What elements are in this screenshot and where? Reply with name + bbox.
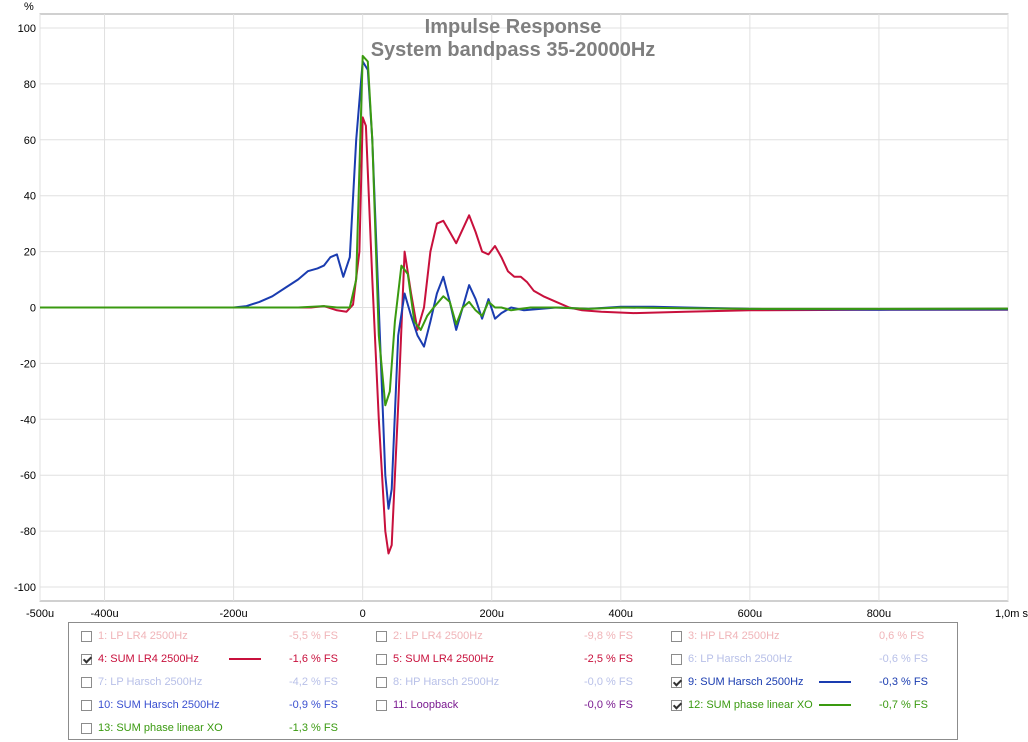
legend-checkbox[interactable]	[81, 676, 92, 688]
series-line-2	[40, 60, 1009, 510]
legend-item: 8: HP Harsch 2500Hz -0,0 % FS	[376, 673, 656, 691]
legend-label: 13: SUM phase linear XO	[98, 722, 223, 734]
legend-label: 6: LP Harsch 2500Hz	[688, 653, 793, 665]
legend-label: 5: SUM LR4 2500Hz	[393, 653, 494, 665]
legend-checkbox[interactable]	[81, 722, 92, 734]
legend-item: 10: SUM Harsch 2500Hz -0,9 % FS	[81, 696, 361, 714]
legend-label: 12: SUM phase linear XO	[688, 699, 813, 711]
legend-item: 2: LP LR4 2500Hz -9,8 % FS	[376, 627, 656, 645]
x-tick-label: -400u	[90, 608, 118, 620]
y-tick-label: -60	[20, 470, 36, 482]
legend-item: 7: LP Harsch 2500Hz -4,2 % FS	[81, 673, 361, 691]
legend-item: 3: HP LR4 2500Hz 0,6 % FS	[671, 627, 951, 645]
y-tick-label: 100	[18, 23, 36, 35]
legend-label: 4: SUM LR4 2500Hz	[98, 653, 199, 665]
legend-checkbox[interactable]	[81, 653, 92, 665]
y-axis-ticks: 100 80 60 40 20 0 -20 -40 -60 -80 -100	[14, 23, 36, 594]
legend-value: -1,3 % FS	[289, 722, 338, 734]
y-tick-label: -100	[14, 582, 36, 594]
y-tick-label: -80	[20, 526, 36, 538]
x-tick-label: 800u	[867, 608, 891, 620]
legend-line-swatch	[229, 658, 261, 660]
legend-checkbox[interactable]	[376, 699, 387, 711]
y-tick-label: 0	[30, 303, 36, 315]
series-line-3	[40, 54, 1009, 407]
legend-value: -0,9 % FS	[289, 699, 338, 711]
y-tick-label: 80	[24, 79, 36, 91]
legend-value: -0,0 % FS	[584, 699, 633, 711]
x-tick-label: 1,0m s	[995, 608, 1028, 620]
y-tick-label: 40	[24, 191, 36, 203]
legend-value: -1,6 % FS	[289, 653, 338, 665]
legend-label: 7: LP Harsch 2500Hz	[98, 676, 203, 688]
y-axis-unit: %	[24, 1, 34, 13]
x-tick-label: 600u	[738, 608, 762, 620]
series-lines	[40, 54, 1009, 555]
legend-value: -0,6 % FS	[879, 653, 928, 665]
legend-item: 5: SUM LR4 2500Hz -2,5 % FS	[376, 650, 656, 668]
legend-item: 12: SUM phase linear XO -0,7 % FS	[671, 696, 951, 714]
legend-checkbox[interactable]	[81, 699, 92, 711]
grid	[39, 14, 1009, 601]
legend-value: -2,5 % FS	[584, 653, 633, 665]
chart-title: Impulse Response	[425, 16, 602, 38]
legend-item: 11: Loopback -0,0 % FS	[376, 696, 656, 714]
legend-checkbox[interactable]	[671, 630, 682, 642]
legend-item: 4: SUM LR4 2500Hz -1,6 % FS	[81, 650, 361, 668]
chart-subtitle: System bandpass 35-20000Hz	[371, 39, 656, 61]
legend-value: -0,0 % FS	[584, 676, 633, 688]
legend-label: 8: HP Harsch 2500Hz	[393, 676, 500, 688]
y-tick-label: 60	[24, 135, 36, 147]
y-tick-label: 20	[24, 247, 36, 259]
legend-checkbox[interactable]	[376, 653, 387, 665]
legend-label: 1: LP LR4 2500Hz	[98, 630, 188, 642]
x-tick-label: -200u	[220, 608, 248, 620]
x-axis-ticks: -500u -400u -200u 0 200u 400u 600u 800u 1,0m s	[26, 608, 1028, 620]
x-tick-label: -500u	[26, 608, 54, 620]
legend-item: 6: LP Harsch 2500Hz -0,6 % FS	[671, 650, 951, 668]
legend-line-swatch	[819, 681, 851, 683]
x-tick-label: 0	[360, 608, 366, 620]
legend-value: -0,3 % FS	[879, 676, 928, 688]
legend-panel: 1: LP LR4 2500Hz -5,5 % FS 2: LP LR4 2500H…	[68, 622, 958, 740]
legend-label: 10: SUM Harsch 2500Hz	[98, 699, 220, 711]
y-tick-label: -40	[20, 414, 36, 426]
legend-checkbox[interactable]	[671, 676, 682, 688]
x-tick-label: 400u	[609, 608, 633, 620]
x-tick-label: 200u	[479, 608, 503, 620]
legend-label: 3: HP LR4 2500Hz	[688, 630, 780, 642]
legend-value: -0,7 % FS	[879, 699, 928, 711]
legend-label: 11: Loopback	[393, 699, 459, 711]
legend-checkbox[interactable]	[376, 630, 387, 642]
legend-checkbox[interactable]	[671, 653, 682, 665]
legend-value: -5,5 % FS	[289, 630, 338, 642]
legend-checkbox[interactable]	[671, 699, 682, 711]
legend-checkbox[interactable]	[376, 676, 387, 688]
legend-value: -9,8 % FS	[584, 630, 633, 642]
legend-item: 9: SUM Harsch 2500Hz -0,3 % FS	[671, 673, 951, 691]
legend-label: 9: SUM Harsch 2500Hz	[688, 676, 804, 688]
legend-value: 0,6 % FS	[879, 630, 925, 642]
legend-label: 2: LP LR4 2500Hz	[393, 630, 483, 642]
legend-line-swatch	[819, 704, 851, 706]
legend-item: 1: LP LR4 2500Hz -5,5 % FS	[81, 627, 361, 645]
legend-value: -4,2 % FS	[289, 676, 338, 688]
series-line-1	[40, 116, 1008, 555]
legend-checkbox[interactable]	[81, 630, 92, 642]
legend-item: 13: SUM phase linear XO -1,3 % FS	[81, 719, 361, 737]
y-tick-label: -20	[20, 358, 36, 370]
